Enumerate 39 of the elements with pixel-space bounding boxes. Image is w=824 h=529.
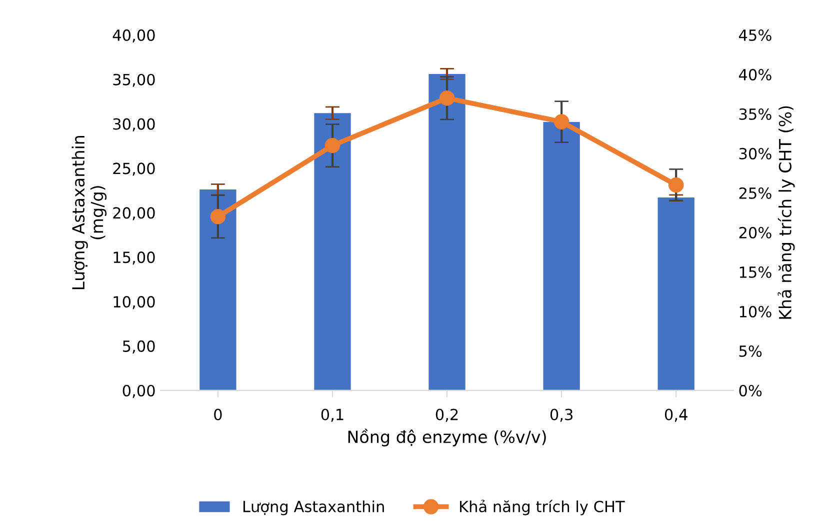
y-tick-label: 40,00 [112, 29, 155, 42]
point [324, 138, 340, 154]
y-tick-label: 5,00 [122, 340, 155, 354]
bar [314, 113, 351, 390]
y2-tick-label: 10% [740, 306, 772, 318]
y-tick-label: 20,00 [113, 207, 155, 220]
legend-label: Lượng Astaxanthin [243, 500, 384, 516]
x-axis-title: Nồng độ enzyme (%v/v) [348, 428, 546, 446]
x-tick-label: 0,4 [664, 408, 688, 422]
y2-tick-label: 35% [739, 108, 772, 120]
point [439, 90, 455, 106]
y2-tick-label: 15% [740, 266, 772, 278]
bar [200, 190, 236, 390]
y-tick-label: 0,00 [122, 384, 155, 398]
y-tick-label: 30,00 [113, 118, 155, 132]
y2-tick-label: 0% [739, 384, 762, 396]
y2-tick-label: 20% [739, 226, 772, 238]
bar [543, 122, 580, 390]
x-tick-label: 0,1 [321, 408, 344, 422]
y-tick-label: 10,00 [114, 296, 155, 310]
y2-tick-label: 25% [739, 187, 772, 199]
y-tick-label: 25,00 [113, 162, 155, 176]
y2-tick-label: 5% [739, 345, 762, 357]
y-tick-label: 35,00 [113, 74, 155, 87]
point [554, 114, 570, 130]
x-tick-label: 0,2 [436, 408, 458, 422]
y2-tick-label: 40% [738, 68, 772, 80]
y2-tick-label: 45% [738, 29, 772, 41]
x-tick-label: 0 [214, 408, 222, 420]
y2-tick-label: 30% [739, 148, 772, 160]
bar [428, 74, 466, 390]
y-axis-title: Lượng Astaxanthin (mg/g) [72, 136, 107, 290]
x-tick-label: 0,3 [550, 408, 572, 422]
y-tick-label: 15,00 [114, 252, 155, 265]
legend-label: Khả năng trích ly CHT [460, 500, 625, 516]
bar [658, 198, 694, 390]
point [668, 177, 684, 193]
y2-axis-title: Khả năng trích ly CHT (%) [778, 106, 795, 319]
point [210, 208, 226, 224]
